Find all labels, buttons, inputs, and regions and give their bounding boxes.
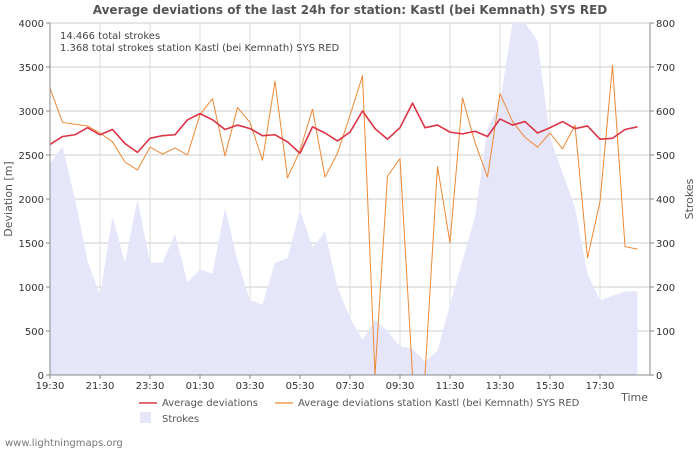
- x-tick-label: 11:30: [436, 381, 465, 392]
- y-tick-label-left: 2000: [19, 195, 44, 206]
- y-tick-label-left: 4000: [19, 19, 44, 30]
- x-tick-label: 21:30: [86, 381, 115, 392]
- x-tick-label: 15:30: [536, 381, 565, 392]
- y-tick-label-right: 100: [656, 327, 675, 338]
- legend-swatch-strokes: [140, 412, 151, 423]
- x-tick-label: 17:30: [586, 381, 615, 392]
- x-ticks: 19:30 21:30 23:30 01:30 03:30 05:30 07:30 09:30…: [36, 375, 615, 392]
- x-tick-label: 03:30: [236, 381, 265, 392]
- y-tick-label-right: 200: [656, 283, 675, 294]
- y-tick-label-right: 700: [656, 63, 675, 74]
- legend-label-station: Average deviations station Kastl (bei Ke…: [298, 398, 580, 409]
- x-axis-label: Time: [620, 391, 648, 404]
- legend-label-avg: Average deviations: [162, 398, 258, 409]
- legend-label-strokes: Strokes: [162, 414, 199, 425]
- strokes-area: [50, 23, 638, 375]
- series-lines: [49, 64, 638, 376]
- y-ticks-left: 0 500 1000 1500 2000 2500 3000 3500 4000: [19, 19, 50, 382]
- series-line-station: [49, 64, 638, 376]
- x-tick-label: 13:30: [486, 381, 515, 392]
- y-tick-label-left: 1500: [19, 239, 44, 250]
- y-tick-label-left: 0: [38, 371, 44, 382]
- x-tick-label: 07:30: [336, 381, 365, 392]
- y-tick-label-right: 300: [656, 239, 675, 250]
- x-tick-label: 09:30: [386, 381, 415, 392]
- chart-title: Average deviations of the last 24h for s…: [93, 3, 608, 17]
- legend: Average deviations Average deviations st…: [139, 398, 580, 425]
- x-tick-label: 01:30: [186, 381, 215, 392]
- footer-source: www.lightningmaps.org: [5, 438, 123, 449]
- y-tick-label-right: 600: [656, 107, 675, 118]
- y-tick-label-right: 400: [656, 195, 675, 206]
- y-tick-label-right: 800: [656, 19, 675, 30]
- series-line-average: [49, 102, 638, 155]
- x-tick-label: 19:30: [36, 381, 65, 392]
- y-tick-label-left: 2500: [19, 151, 44, 162]
- y-tick-label-left: 3500: [19, 63, 44, 74]
- x-tick-label: 05:30: [286, 381, 315, 392]
- y-axis-label-left: Deviation [m]: [2, 161, 15, 236]
- y-tick-label-right: 500: [656, 151, 675, 162]
- y-axis-label-right: Strokes: [683, 178, 696, 219]
- x-tick-label: 23:30: [136, 381, 165, 392]
- info-station-strokes: 1.368 total strokes station Kastl (bei K…: [60, 43, 340, 54]
- y-tick-label-left: 500: [25, 327, 44, 338]
- y-tick-label-right: 0: [656, 371, 662, 382]
- y-tick-label-left: 3000: [19, 107, 44, 118]
- strokes-area-group: [50, 23, 638, 375]
- y-ticks-right: 0 100 200 300 400 500 600 700 800: [650, 19, 675, 382]
- info-total-strokes: 14.466 total strokes: [60, 31, 160, 42]
- y-tick-label-left: 1000: [19, 283, 44, 294]
